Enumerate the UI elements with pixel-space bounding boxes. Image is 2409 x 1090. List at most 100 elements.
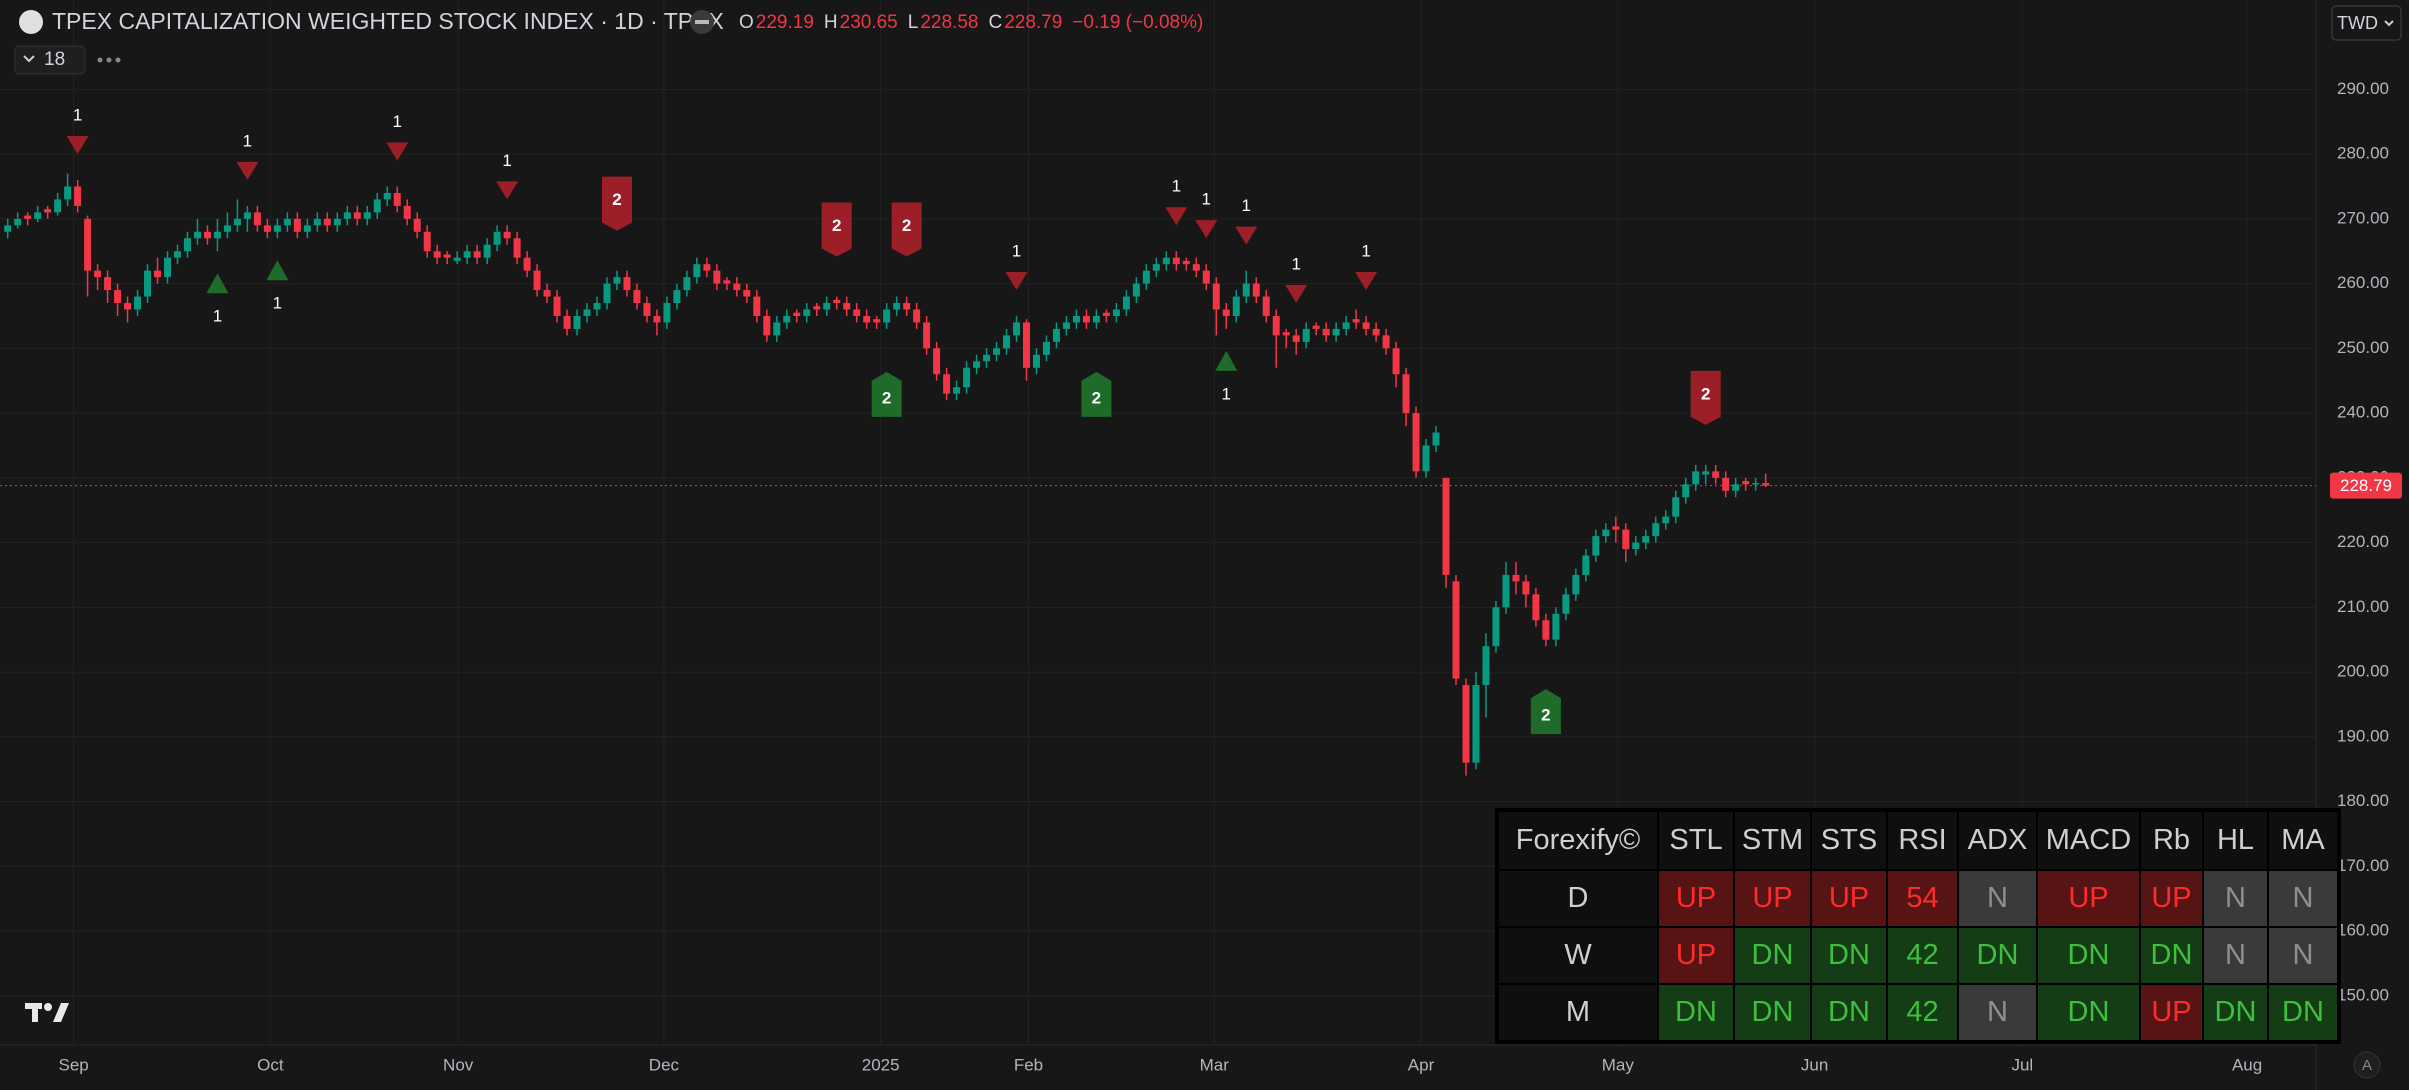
- y-tick-label: 170.00: [2337, 856, 2389, 875]
- sell-marker: [236, 161, 259, 180]
- signal-cell: 54: [1888, 871, 1957, 926]
- candle-body: [1522, 581, 1530, 595]
- candle-body: [943, 374, 951, 394]
- candle-body: [1202, 270, 1210, 284]
- candle-body: [164, 257, 172, 278]
- signal-cell: UP: [2141, 871, 2202, 926]
- candle-body: [353, 212, 361, 219]
- candle-body: [1272, 315, 1280, 336]
- candle-body: [803, 309, 811, 316]
- logo-part: [53, 1003, 69, 1022]
- candle-body: [1452, 581, 1460, 679]
- candle-body: [1292, 335, 1300, 342]
- candle-body: [1362, 322, 1370, 329]
- candle-body: [673, 290, 681, 304]
- candle-body: [883, 309, 891, 323]
- candle-body: [1632, 542, 1640, 550]
- candle-body: [983, 354, 991, 362]
- x-tick-label: Feb: [1014, 1055, 1043, 1074]
- ohlc-value: 228.79: [1004, 12, 1062, 33]
- signal-cell: N: [1959, 985, 2036, 1040]
- candle-body: [783, 315, 791, 323]
- ohlc-value: 230.65: [840, 12, 898, 33]
- signal-label: 1: [1242, 196, 1251, 215]
- signal-cell: DN: [1812, 985, 1886, 1040]
- signal-cell: DN: [1659, 985, 1733, 1040]
- grid: [0, 0, 2316, 1045]
- signal-cell: 42: [1888, 985, 1957, 1040]
- candle-body: [1232, 296, 1240, 316]
- x-tick-label: Aug: [2232, 1055, 2262, 1074]
- buy-marker: [871, 371, 902, 417]
- x-tick-label: Oct: [257, 1055, 284, 1074]
- candle-body: [993, 348, 1001, 355]
- last-price-tag: [2330, 472, 2402, 499]
- auto-button[interactable]: [2353, 1051, 2381, 1079]
- candle-body: [1732, 484, 1740, 491]
- candle-body: [273, 225, 281, 232]
- candle-body: [1122, 296, 1130, 310]
- row-label: D: [1499, 871, 1657, 926]
- column-header: MA: [2269, 812, 2337, 869]
- ohlc-key: H: [824, 12, 838, 33]
- candle-body: [813, 306, 821, 310]
- ohlc-values: O 229.19 H 230.65 L 228.58 C 228.79 −0.19 (−0.08…: [739, 12, 1203, 33]
- candle-body: [1462, 685, 1470, 763]
- more-button[interactable]: [97, 57, 121, 63]
- candle-body: [253, 212, 261, 226]
- signal-cell: UP: [1735, 871, 1810, 926]
- candle-body: [1212, 283, 1220, 310]
- chevron-icon: [23, 55, 35, 63]
- signal-cell: UP: [1659, 928, 1733, 983]
- candle-body: [413, 218, 421, 232]
- candle-body: [1023, 322, 1031, 368]
- auto-label: A: [2362, 1057, 2372, 1074]
- x-tick-label: Sep: [58, 1055, 88, 1074]
- candle-body: [1702, 471, 1710, 475]
- candle-body: [303, 225, 311, 232]
- candle-body: [903, 303, 911, 310]
- signal-cell: UP: [1812, 871, 1886, 926]
- status-icon: [695, 20, 709, 24]
- candle-body: [373, 199, 381, 213]
- candle-body: [1312, 325, 1320, 329]
- candle-body: [293, 218, 301, 232]
- sell-marker: [1285, 284, 1308, 303]
- candle-body: [233, 218, 241, 226]
- candle-body: [1162, 257, 1170, 265]
- signal-table: Forexify© STL STM STS RSI ADX MACD Rb HL MA D UP UP U…: [1495, 808, 2341, 1044]
- candle-body: [383, 192, 391, 200]
- signal-label: 1: [1361, 241, 1370, 260]
- candle-body: [1072, 315, 1080, 323]
- table-title: Forexify©: [1499, 812, 1657, 869]
- candle-body: [963, 367, 971, 388]
- indicator-toggle[interactable]: [14, 45, 86, 75]
- y-tick-label: 220.00: [2337, 532, 2389, 551]
- candle-body: [653, 315, 661, 323]
- candle-body: [1342, 322, 1350, 329]
- candle-body: [1302, 328, 1310, 342]
- candle-body: [1612, 526, 1620, 530]
- candle-body: [333, 218, 341, 226]
- candle-body: [313, 218, 321, 226]
- candle-body: [74, 186, 82, 206]
- signal-cell: N: [2269, 928, 2337, 983]
- x-tick-label: Mar: [1200, 1055, 1230, 1074]
- candle-body: [84, 218, 92, 271]
- currency-button[interactable]: [2331, 5, 2402, 41]
- signal-cell: UP: [2038, 871, 2139, 926]
- candle-body: [1192, 264, 1200, 271]
- candle-body: [1282, 332, 1290, 336]
- signal-label: 2: [1092, 388, 1101, 407]
- candle-body: [1592, 536, 1600, 556]
- signal-cell: N: [2269, 871, 2337, 926]
- y-tick-label: 290.00: [2337, 79, 2389, 98]
- candle-body: [1752, 483, 1760, 485]
- candle-body: [1662, 516, 1670, 524]
- candle-body: [503, 231, 511, 239]
- candle-body: [1372, 328, 1380, 336]
- signal-label: 1: [1012, 241, 1021, 260]
- signal-label: 1: [273, 294, 282, 313]
- signal-label: 2: [882, 388, 891, 407]
